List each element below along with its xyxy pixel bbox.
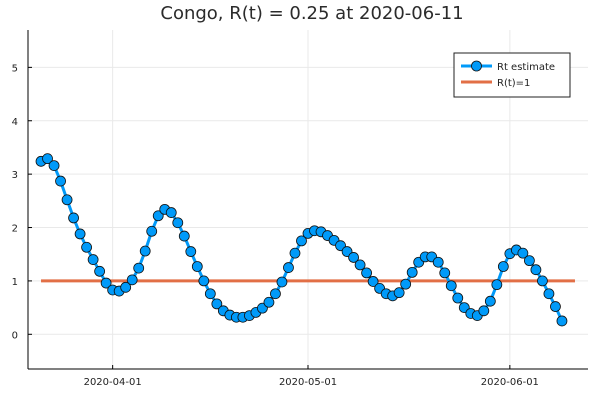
rt-data-point [491, 279, 503, 291]
rt-data-point [81, 241, 92, 253]
rt-data-point [165, 207, 177, 218]
rt-data-point [263, 296, 275, 308]
rt-data-point [445, 280, 457, 292]
rt-data-point [452, 292, 464, 304]
legend-box [453, 52, 571, 98]
rt-data-point [556, 315, 568, 327]
rt-data-point [270, 288, 281, 300]
rt-data-point [524, 255, 535, 267]
rt-data-point [178, 230, 190, 242]
legend-label-rt-estimate: Rt estimate [497, 62, 555, 73]
legend-marker-rt-estimate [471, 60, 482, 72]
rt-data-point [484, 295, 496, 307]
rt-data-point [152, 210, 164, 222]
rt-data-point [42, 153, 53, 165]
rt-data-point [543, 288, 555, 300]
rt-data-point [439, 267, 451, 279]
rt-data-point [94, 265, 106, 277]
rt-data-point [191, 261, 203, 272]
rt-data-point [55, 175, 66, 187]
y-tick-label: 0 [12, 330, 18, 341]
rt-data-point [550, 301, 561, 312]
rt-data-point [126, 274, 138, 286]
rt-data-point [367, 276, 379, 287]
y-tick-label: 1 [12, 277, 18, 288]
rt-data-point [530, 264, 542, 276]
rt-data-point [289, 247, 301, 259]
rt-data-point [100, 277, 112, 289]
rt-data-point [139, 245, 151, 257]
rt-data-point [211, 298, 223, 310]
rt-data-point [497, 261, 509, 272]
rt-data-point [432, 256, 444, 268]
x-tick-label: 2020-05-01 [279, 377, 337, 388]
y-tick-label: 3 [12, 170, 18, 181]
chart-title: Congo, R(t) = 0.25 at 2020-06-11 [160, 3, 463, 24]
rt-data-point [146, 225, 158, 237]
x-tick-label: 2020-04-01 [84, 377, 142, 388]
y-ticks: 0 1 2 3 4 5 [12, 63, 32, 341]
y-tick-label: 4 [12, 117, 18, 128]
rt-data-point [478, 305, 490, 317]
rt-data-point [400, 278, 412, 290]
rt-data-point [133, 262, 145, 274]
rt-data-point [172, 217, 184, 229]
rt-data-point [406, 266, 418, 278]
rt-data-point [393, 287, 405, 299]
rt-data-point [74, 228, 86, 240]
rt-data-point [276, 276, 288, 288]
rt-data-point [68, 212, 79, 224]
x-ticks: 2020-04-01 2020-05-01 2020-06-01 [84, 365, 539, 388]
rt-data-point [348, 252, 359, 263]
legend-label-threshold: R(t)=1 [497, 78, 530, 89]
rt-data-point [517, 247, 529, 259]
y-tick-label: 5 [12, 63, 18, 74]
rt-data-point [283, 262, 294, 273]
rt-data-point [354, 259, 366, 271]
rt-data-point [361, 267, 373, 279]
y-tick-label: 2 [12, 224, 18, 235]
rt-data-point [120, 281, 132, 293]
rt-data-point [198, 275, 210, 287]
series-layer [35, 153, 575, 327]
legend: Rt estimate R(t)=1 [453, 52, 571, 98]
rt-data-point [204, 288, 216, 300]
rt-data-point [61, 194, 73, 206]
x-tick-label: 2020-06-01 [481, 377, 539, 388]
rt-data-point [87, 254, 99, 265]
rt-data-point [185, 246, 197, 257]
rt-data-point [537, 275, 548, 287]
rt-data-point [48, 160, 60, 172]
rt-data-point [296, 235, 307, 247]
